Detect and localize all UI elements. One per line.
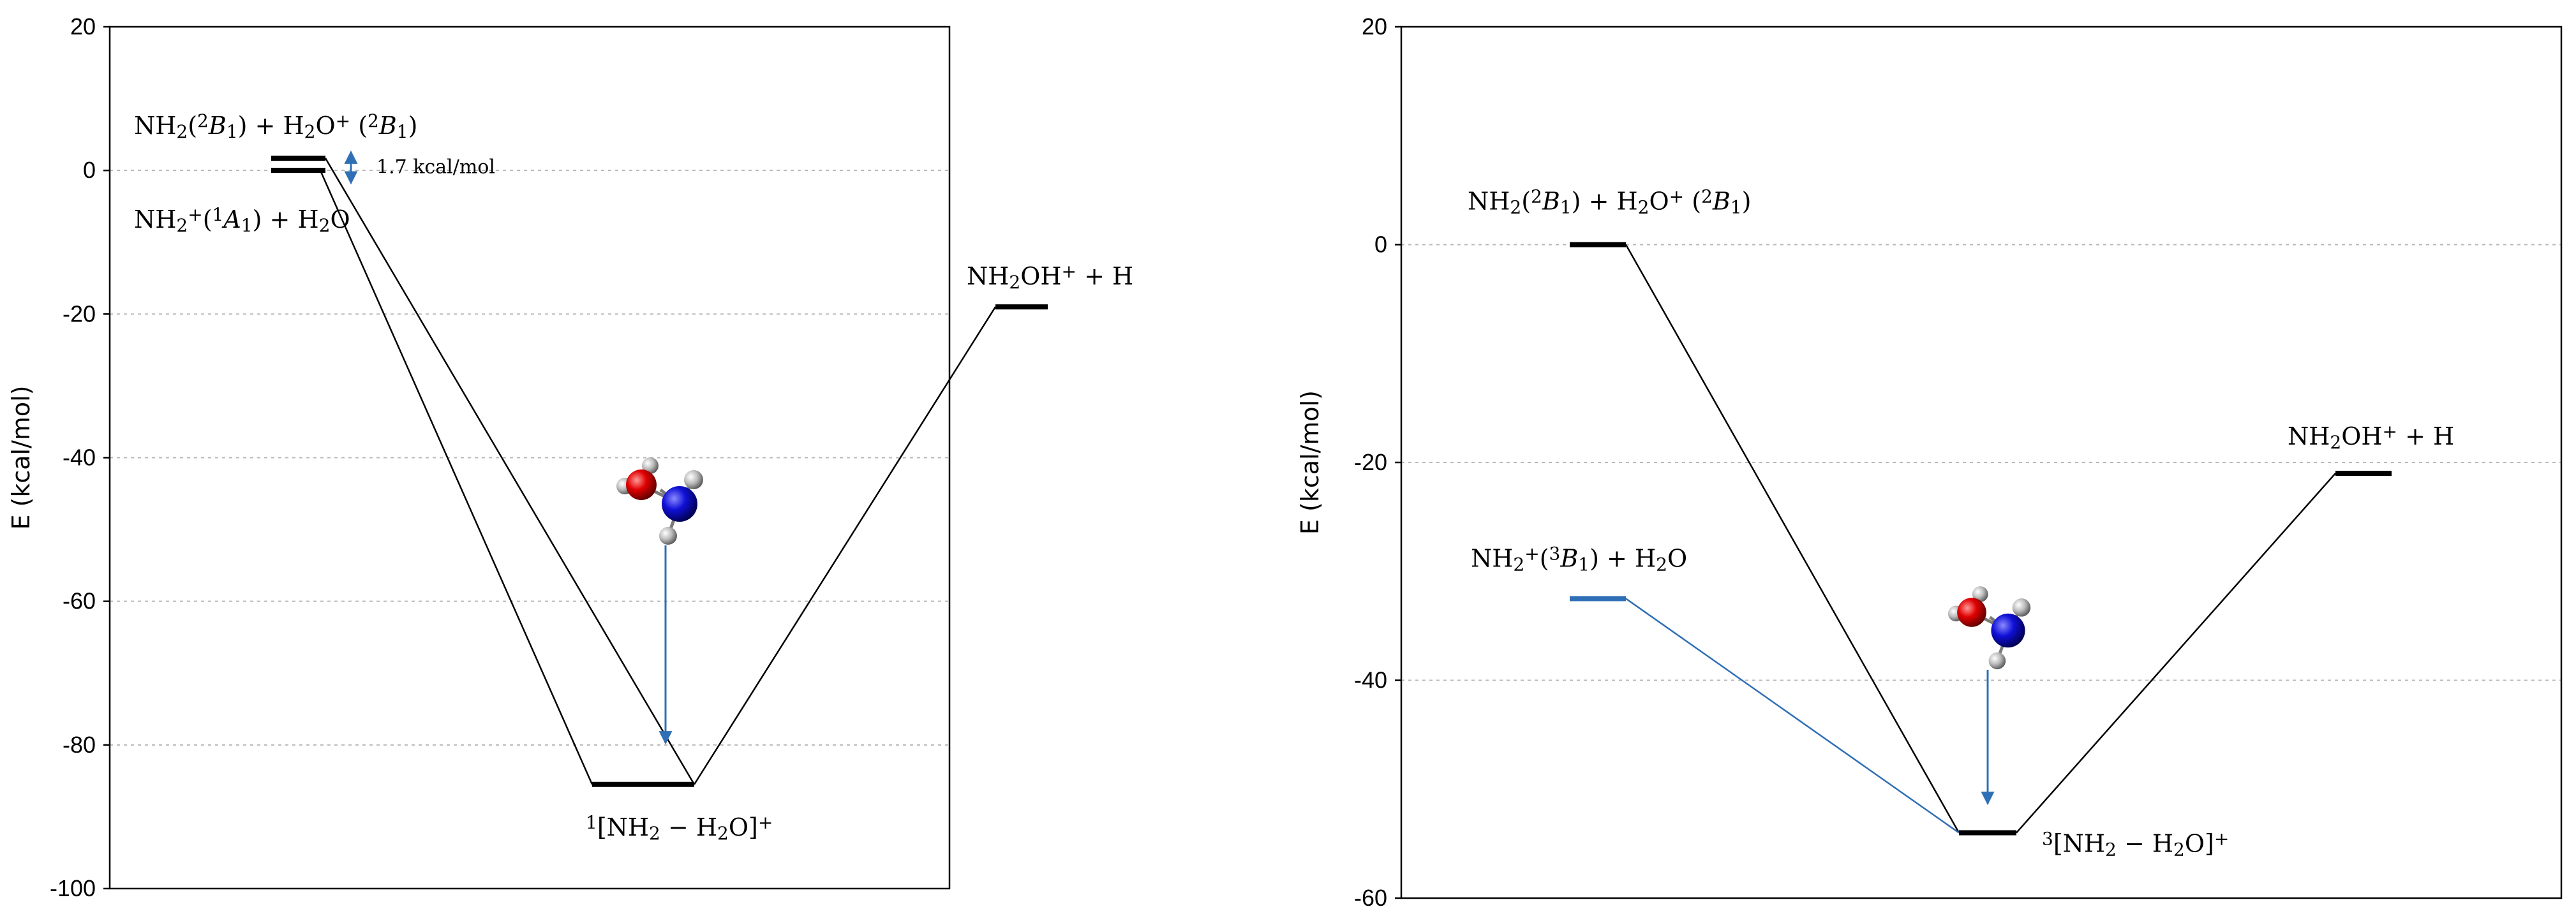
connector-line	[693, 306, 997, 785]
level-label-nh2p_h2o: NH2+(1A1) + H2O	[134, 205, 350, 237]
level-label-complex: 1[NH2 − H2O]+	[586, 812, 773, 844]
nitrogen-atom	[662, 486, 697, 522]
nitrogen-atom	[1991, 613, 2025, 648]
oxygen-atom	[1957, 598, 1986, 627]
y-axis-title: E (kcal/mol)	[7, 385, 35, 529]
y-tick-label: -20	[1354, 449, 1387, 475]
y-tick-label: 20	[1362, 13, 1387, 40]
molecule-structure	[616, 457, 703, 545]
level-label-products: NH2OH+ + H	[2288, 421, 2454, 453]
level-label-nh2_h2op: NH2(2B1) + H2O+ (2B1)	[134, 110, 417, 142]
hydrogen-atom	[2012, 598, 2031, 617]
y-tick-label: 0	[83, 157, 96, 183]
connector-line	[1625, 244, 1960, 834]
level-label-products: NH2OH+ + H	[967, 261, 1133, 293]
y-axis-title: E (kcal/mol)	[1296, 390, 1324, 535]
hydrogen-atom	[1988, 652, 2006, 670]
level-label-complex: 3[NH2 − H2O]+	[2042, 829, 2229, 860]
hydrogen-atom	[642, 457, 659, 474]
y-tick-label: -100	[50, 875, 96, 901]
connector-line	[319, 170, 593, 785]
right-energy-panel: 20 0 -20 -40 -60 E (kcal/mol) NH2(2B1) + H2O+ …	[1296, 13, 2563, 911]
hydrogen-atom	[659, 527, 677, 545]
annotation-label: 1.7 kcal/mol	[376, 156, 495, 179]
y-tick-label: 20	[70, 13, 96, 40]
y-tick-label: 0	[1374, 232, 1387, 258]
y-tick-label: -20	[63, 300, 96, 327]
molecule-structure	[1947, 586, 2031, 670]
y-tick-label: -60	[63, 588, 96, 614]
level-label-nh2p_h2o: NH2+(3B1) + H2O	[1471, 543, 1687, 575]
plot-frame	[1400, 26, 2563, 899]
connector-line	[324, 158, 696, 785]
hydrogen-atom	[684, 470, 703, 489]
y-tick-label: -40	[1354, 667, 1387, 693]
y-tick-label: -80	[63, 732, 96, 758]
connector-line	[1625, 598, 1960, 834]
left-energy-panel: 20 0 -20 -40 -60 -80 -100 E (kcal/mol) NH2(2B1) …	[7, 13, 1133, 901]
level-label-nh2_h2op: NH2(2B1) + H2O+ (2B1)	[1468, 186, 1751, 218]
plot-frame	[108, 26, 951, 890]
hydrogen-atom	[1972, 586, 1988, 602]
y-tick-label: -40	[63, 445, 96, 471]
y-tick-label: -60	[1354, 885, 1387, 911]
oxygen-atom	[626, 469, 657, 500]
connector-line	[2016, 473, 2336, 834]
